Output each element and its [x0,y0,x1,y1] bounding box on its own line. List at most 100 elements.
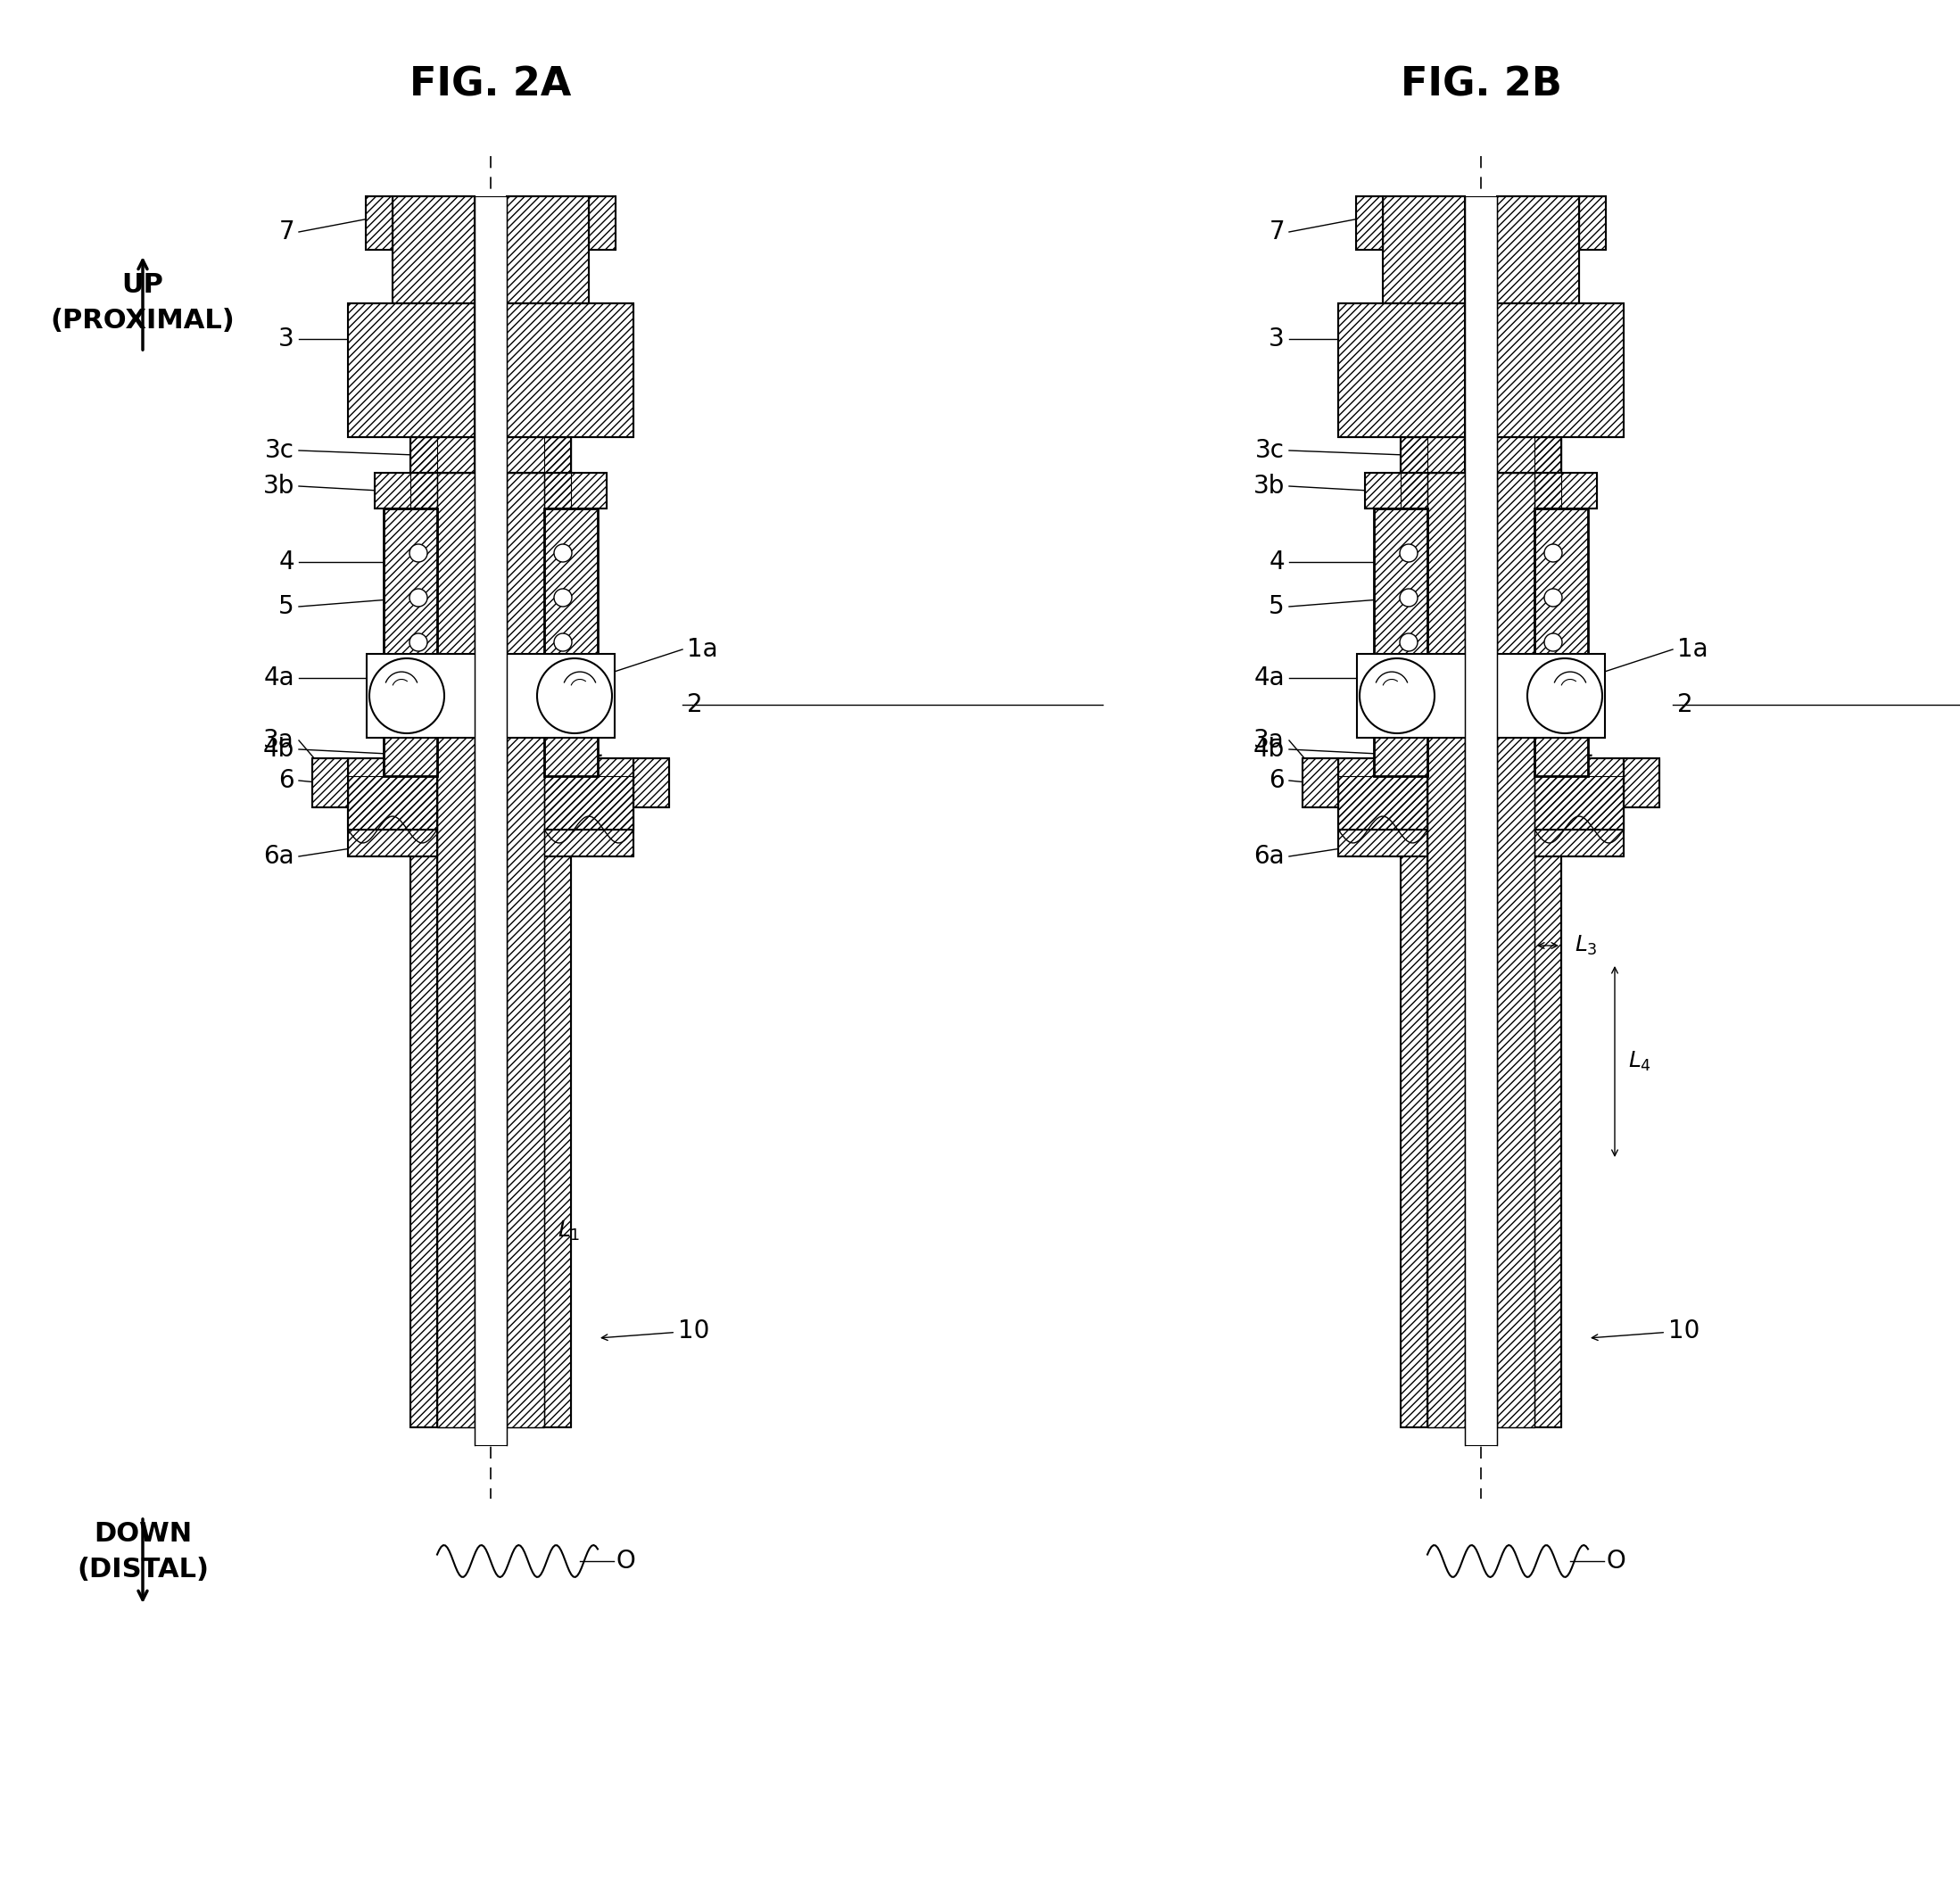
Bar [1374,508,1427,776]
Bar [508,473,545,1428]
Text: (PROXIMAL): (PROXIMAL) [51,308,235,335]
Bar [1401,437,1464,473]
Bar [349,758,437,829]
Text: 4: 4 [278,549,294,574]
Text: 3b: 3b [1252,473,1284,498]
Bar [633,758,668,808]
Bar [1339,758,1427,829]
Bar [1303,758,1339,808]
Bar [367,196,392,249]
Bar [1339,304,1464,437]
Bar [1535,508,1588,776]
Text: 3: 3 [278,327,294,352]
Bar [508,196,588,304]
Circle shape [1544,544,1562,563]
Text: $L_1$: $L_1$ [557,1219,580,1243]
Circle shape [1360,658,1435,734]
Bar [588,196,615,249]
Text: 7: 7 [278,219,294,245]
Text: 4: 4 [1268,549,1284,574]
Bar [508,304,633,437]
Bar [474,196,508,1445]
Circle shape [1544,589,1562,606]
Bar [1427,473,1464,1428]
Text: FIG. 2A: FIG. 2A [410,65,572,105]
Bar [1497,304,1623,437]
Bar [1339,776,1427,855]
Bar [1580,196,1605,249]
Text: L: L [588,738,602,762]
Bar [545,776,633,855]
Bar [1535,758,1623,829]
Bar [1497,473,1597,508]
Bar [1384,196,1464,304]
Text: $L_3$: $L_3$ [1574,933,1597,958]
Bar [1497,196,1580,304]
Text: DOWN: DOWN [94,1521,192,1547]
Bar [1535,758,1623,829]
Circle shape [555,589,572,606]
Bar [374,473,474,508]
Bar [410,437,437,1428]
Circle shape [1399,544,1417,563]
Bar [1623,758,1660,808]
Text: 5: 5 [1268,595,1284,620]
Bar [1339,776,1427,855]
Bar [1497,473,1597,508]
Text: 1a: 1a [686,637,717,662]
Bar [1497,437,1562,473]
Bar [508,304,633,437]
Bar [588,196,615,249]
Bar [1401,437,1427,1428]
Text: 4b: 4b [1252,738,1284,762]
Bar [1339,304,1464,437]
Circle shape [1544,633,1562,652]
Bar [1339,758,1427,829]
Bar [545,508,598,776]
Bar [508,473,608,508]
Bar [545,758,633,829]
Text: 6a: 6a [263,844,294,869]
Bar [545,437,570,1428]
Circle shape [555,633,572,652]
Bar [392,196,474,304]
Text: 6: 6 [1268,768,1284,793]
Text: $L_2$: $L_2$ [514,1287,537,1310]
Bar [1486,654,1605,738]
Bar [1401,437,1427,1428]
Bar [545,758,633,829]
Bar [1497,473,1535,1428]
Bar [1497,437,1562,473]
Text: UP: UP [122,272,163,298]
Bar [349,776,437,855]
Text: 3: 3 [1268,327,1284,352]
Text: 4a: 4a [1254,665,1284,690]
Text: 10: 10 [602,1319,710,1344]
Bar [1374,508,1427,776]
Bar [496,654,615,738]
Text: 3a: 3a [1254,728,1284,753]
Bar [349,304,474,437]
Text: 1a: 1a [1678,637,1707,662]
Text: 1: 1 [478,1371,494,1395]
Bar [508,437,570,473]
Text: 4b: 4b [263,738,294,762]
Bar [410,437,437,1428]
Bar [1497,304,1623,437]
Bar [1384,196,1464,304]
Text: 3b: 3b [263,473,294,498]
Circle shape [555,544,572,563]
Bar [1580,196,1605,249]
Bar [508,437,570,473]
Text: $L_4$: $L_4$ [1629,1049,1652,1074]
Circle shape [410,633,427,652]
Bar [545,508,598,776]
Text: O: O [615,1549,635,1574]
Bar [1303,758,1339,808]
Text: 2: 2 [1678,692,1693,717]
Bar [384,508,437,776]
Bar [410,437,474,473]
Bar [1401,437,1464,473]
Circle shape [1399,633,1417,652]
Text: 5: 5 [278,595,294,620]
